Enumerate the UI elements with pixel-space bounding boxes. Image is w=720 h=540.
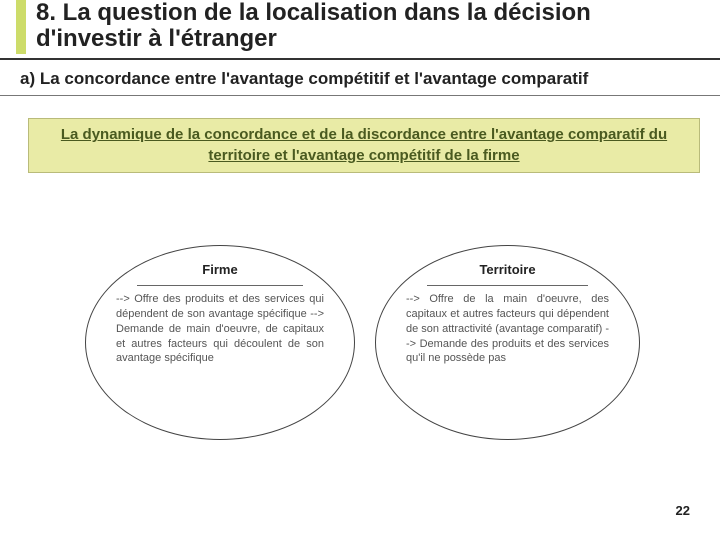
oval-territoire: Territoire --> Offre de la main d'oeuvre… <box>375 245 640 440</box>
subtitle: a) La concordance entre l'avantage compé… <box>0 60 720 96</box>
callout-box: La dynamique de la concordance et de la … <box>28 118 700 173</box>
accent-bar <box>16 0 26 54</box>
oval-divider <box>137 285 302 286</box>
oval-territoire-body: --> Offre de la main d'oeuvre, des capit… <box>404 292 611 366</box>
oval-territoire-title: Territoire <box>479 262 535 277</box>
venn-diagram: Firme --> Offre des produits et des serv… <box>85 225 645 455</box>
callout-text: La dynamique de la concordance et de la … <box>61 126 667 163</box>
oval-firme-body: --> Offre des produits et des services q… <box>114 292 326 366</box>
page-number: 22 <box>676 503 690 518</box>
oval-firme: Firme --> Offre des produits et des serv… <box>85 245 355 440</box>
title-bar: 8. La question de la localisation dans l… <box>0 0 720 60</box>
page-title: 8. La question de la localisation dans l… <box>36 0 700 53</box>
oval-divider <box>427 285 588 286</box>
oval-firme-title: Firme <box>202 262 237 277</box>
